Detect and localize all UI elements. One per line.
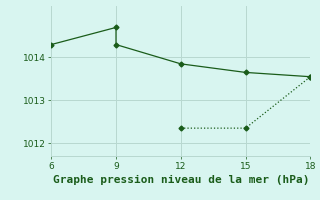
X-axis label: Graphe pression niveau de la mer (hPa): Graphe pression niveau de la mer (hPa) — [52, 175, 309, 185]
